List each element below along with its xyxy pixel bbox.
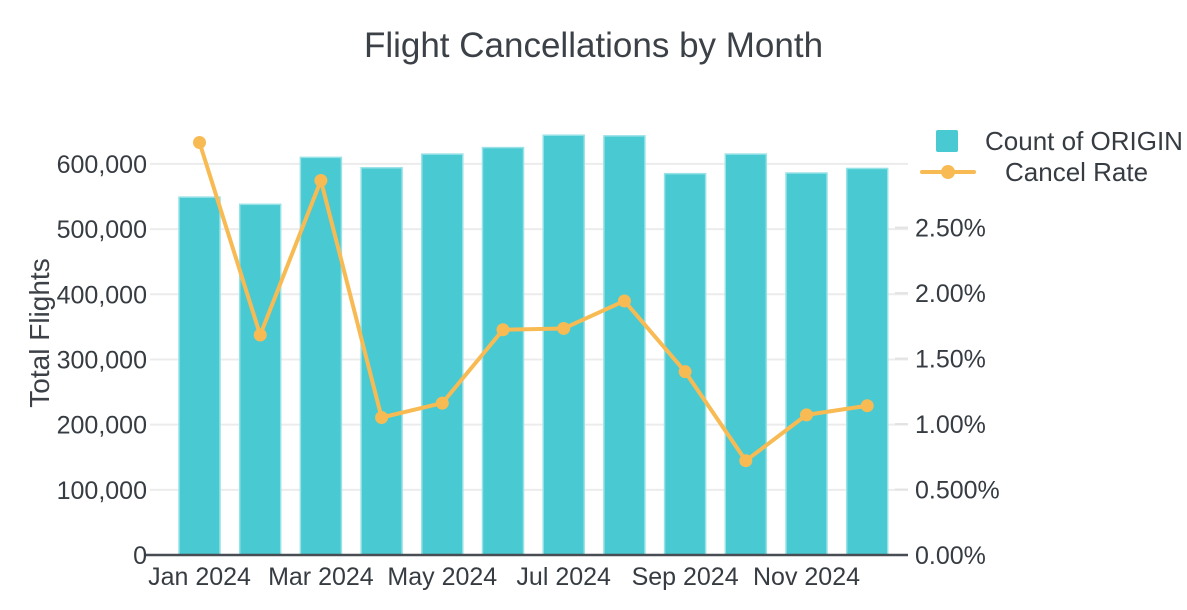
line-series-marker-icon xyxy=(920,165,976,179)
bar-feb-2024[interactable] xyxy=(238,203,282,556)
left-axis-tick-label: 200,000 xyxy=(57,412,147,440)
line-point-jun-2024[interactable] xyxy=(496,323,510,337)
bar-oct-2024[interactable] xyxy=(724,153,768,556)
line-point-jul-2024[interactable] xyxy=(557,321,571,335)
left-axis-tick-label: 100,000 xyxy=(57,477,147,505)
cancel-rate-line xyxy=(197,140,870,463)
x-axis-tick-label: Mar 2024 xyxy=(268,563,374,591)
x-axis-tick-label: Sep 2024 xyxy=(632,563,739,591)
line-point-jan-2024[interactable] xyxy=(193,136,206,149)
line-point-may-2024[interactable] xyxy=(435,396,449,410)
bar-aug-2024[interactable] xyxy=(603,135,646,556)
legend-item-count-of-origin[interactable]: Count of ORIGIN xyxy=(920,126,1183,156)
bar-nov-2024[interactable] xyxy=(785,172,828,556)
line-point-dec-2024[interactable] xyxy=(860,399,874,413)
line-point-sep-2024[interactable] xyxy=(678,365,692,379)
right-axis-tick-label: 2.00% xyxy=(915,280,986,308)
bar-jan-2024[interactable] xyxy=(178,196,221,556)
legend-label: Count of ORIGIN xyxy=(985,125,1183,156)
right-axis-tick-label: 1.50% xyxy=(915,346,986,374)
x-axis-tick-label: Jan 2024 xyxy=(148,563,251,591)
right-axis-tick-label: 2.50% xyxy=(915,215,986,243)
left-axis-tick-label: 500,000 xyxy=(57,216,147,244)
line-point-aug-2024[interactable] xyxy=(617,294,631,308)
left-axis-tick-label: 0 xyxy=(133,542,147,570)
line-point-oct-2024[interactable] xyxy=(739,454,753,468)
line-point-apr-2024[interactable] xyxy=(375,411,389,424)
legend-item-cancel-rate[interactable]: Cancel Rate xyxy=(920,157,1183,187)
x-axis-tick-label: Jul 2024 xyxy=(516,563,611,591)
right-axis-tick-label: 0.00% xyxy=(915,542,986,570)
bar-series-swatch-icon xyxy=(936,130,958,152)
right-axis-tick-label: 1.00% xyxy=(915,411,986,439)
bar-jun-2024[interactable] xyxy=(481,146,525,556)
right-axis-tick-label: 0.500% xyxy=(915,477,1000,505)
bar-may-2024[interactable] xyxy=(421,153,464,556)
bar-jul-2024[interactable] xyxy=(542,134,585,556)
line-point-nov-2024[interactable] xyxy=(800,408,813,422)
legend: Count of ORIGIN Cancel Rate xyxy=(920,126,1183,192)
bar-sep-2024[interactable] xyxy=(663,172,707,556)
legend-label: Cancel Rate xyxy=(1005,156,1149,187)
chart-title: Flight Cancellations by Month xyxy=(363,26,824,65)
left-axis-tick-label: 400,000 xyxy=(57,281,147,309)
line-point-feb-2024[interactable] xyxy=(253,328,267,342)
left-axis-tick-label: 300,000 xyxy=(57,346,147,374)
x-axis-tick-label: Nov 2024 xyxy=(753,563,860,591)
line-point-mar-2024[interactable] xyxy=(314,173,328,187)
x-axis-tick-label: May 2024 xyxy=(387,563,497,591)
bar-mar-2024[interactable] xyxy=(299,156,343,556)
bar-dec-2024[interactable] xyxy=(845,167,889,556)
left-axis-tick-label: 600,000 xyxy=(57,151,147,179)
